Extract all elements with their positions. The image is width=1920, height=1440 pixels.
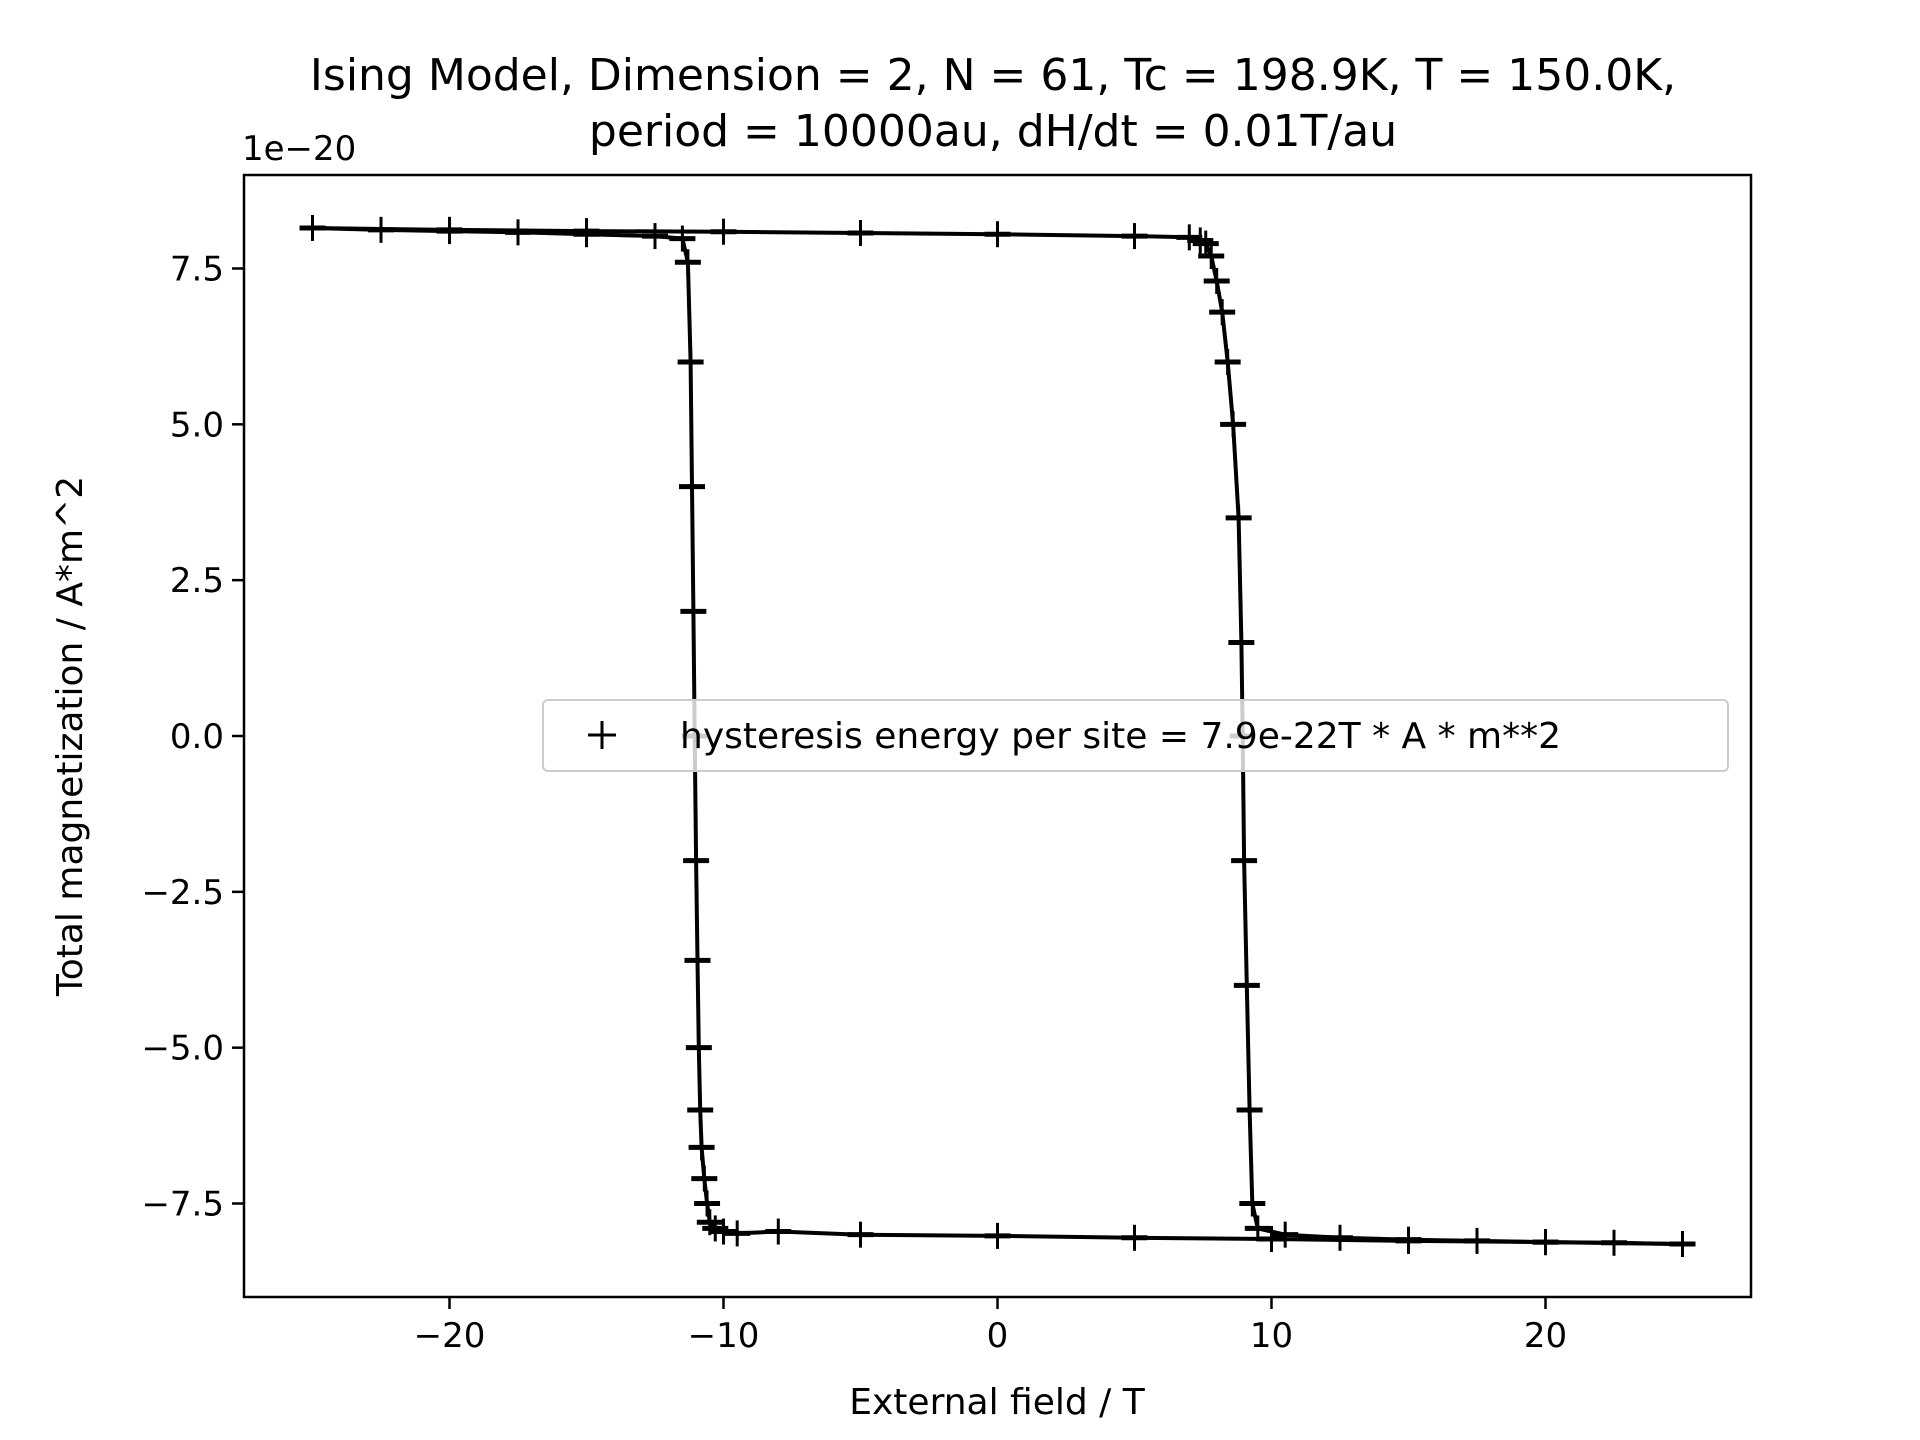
data-point [847, 219, 874, 246]
x-tick-label: 10 [1250, 1316, 1293, 1356]
y-tick-label: −2.5 [141, 873, 224, 913]
legend-box [542, 699, 1729, 772]
data-point [1203, 267, 1230, 294]
data-point [1231, 847, 1258, 874]
data-point [674, 249, 701, 276]
data-point [1272, 1221, 1299, 1248]
data-point [1121, 223, 1148, 250]
data-point [685, 1034, 712, 1061]
data-point [1327, 1224, 1353, 1251]
legend: hysteresis energy per site = 7.9e-22T * … [542, 699, 1729, 772]
data-point [1228, 629, 1255, 656]
data-point [984, 1222, 1011, 1249]
data-point [694, 1190, 721, 1217]
data-point [688, 1134, 715, 1161]
data-point [1239, 1190, 1266, 1217]
x-axis-label: External field / T [849, 1382, 1145, 1423]
data-point [573, 218, 600, 245]
data-point [687, 1097, 714, 1123]
data-point [1176, 224, 1203, 251]
chart-title-line-1: Ising Model, Dimension = 2, N = 61, Tc =… [310, 50, 1676, 101]
data-point [678, 473, 705, 500]
data-point [710, 218, 737, 245]
data-point [1209, 299, 1236, 326]
data-point [1669, 1231, 1696, 1258]
data-point [684, 947, 711, 974]
data-point [677, 349, 704, 375]
y-tick-label: 2.5 [170, 561, 224, 601]
data-layer [299, 214, 1696, 1258]
data-point [984, 221, 1011, 248]
data-point [299, 214, 326, 241]
data-point [1121, 1224, 1148, 1251]
x-tick-label: −20 [414, 1316, 486, 1356]
data-point [1601, 1229, 1627, 1256]
data-point [847, 1221, 874, 1248]
y-tick-label: −7.5 [141, 1185, 224, 1225]
data-point [691, 1165, 718, 1192]
data-point [1187, 227, 1214, 254]
y-tick-label: −5.0 [141, 1029, 224, 1069]
legend-entry-label: hysteresis energy per site = 7.9e-22T * … [680, 716, 1561, 757]
y-offset-label: 1e−20 [242, 129, 356, 169]
data-point [1532, 1229, 1559, 1256]
data-point [1214, 349, 1241, 375]
x-axis: −20 −10 0 10 20 [414, 1297, 1567, 1356]
x-tick-label: 20 [1524, 1316, 1567, 1356]
data-point [1244, 1215, 1271, 1242]
data-point [1192, 230, 1219, 257]
data-point [1198, 243, 1225, 270]
data-point [1464, 1227, 1490, 1254]
y-tick-label: 0.0 [170, 717, 224, 757]
data-point [683, 847, 710, 874]
y-tick-label: 5.0 [170, 405, 224, 445]
data-point [1220, 411, 1247, 438]
data-point [1236, 1097, 1263, 1123]
data-point [1233, 972, 1260, 999]
x-tick-label: −10 [688, 1316, 760, 1356]
y-tick-label: 7.5 [170, 250, 224, 290]
legend-marker-plus-icon [588, 721, 616, 749]
data-point [436, 216, 463, 243]
data-point [724, 1220, 751, 1247]
data-point [1395, 1226, 1422, 1253]
chart-title-line-2: period = 10000au, dH/dt = 0.01T/au [589, 106, 1397, 157]
x-tick-label: 0 [987, 1316, 1009, 1356]
data-point [642, 223, 668, 250]
data-point [1225, 504, 1252, 531]
y-axis-label: Total magnetization / A*m^2 [50, 476, 91, 997]
data-point [765, 1218, 792, 1245]
y-axis: 7.5 5.0 2.5 0.0 −2.5 −5.0 −7.5 [141, 250, 244, 1225]
data-point [680, 598, 707, 625]
